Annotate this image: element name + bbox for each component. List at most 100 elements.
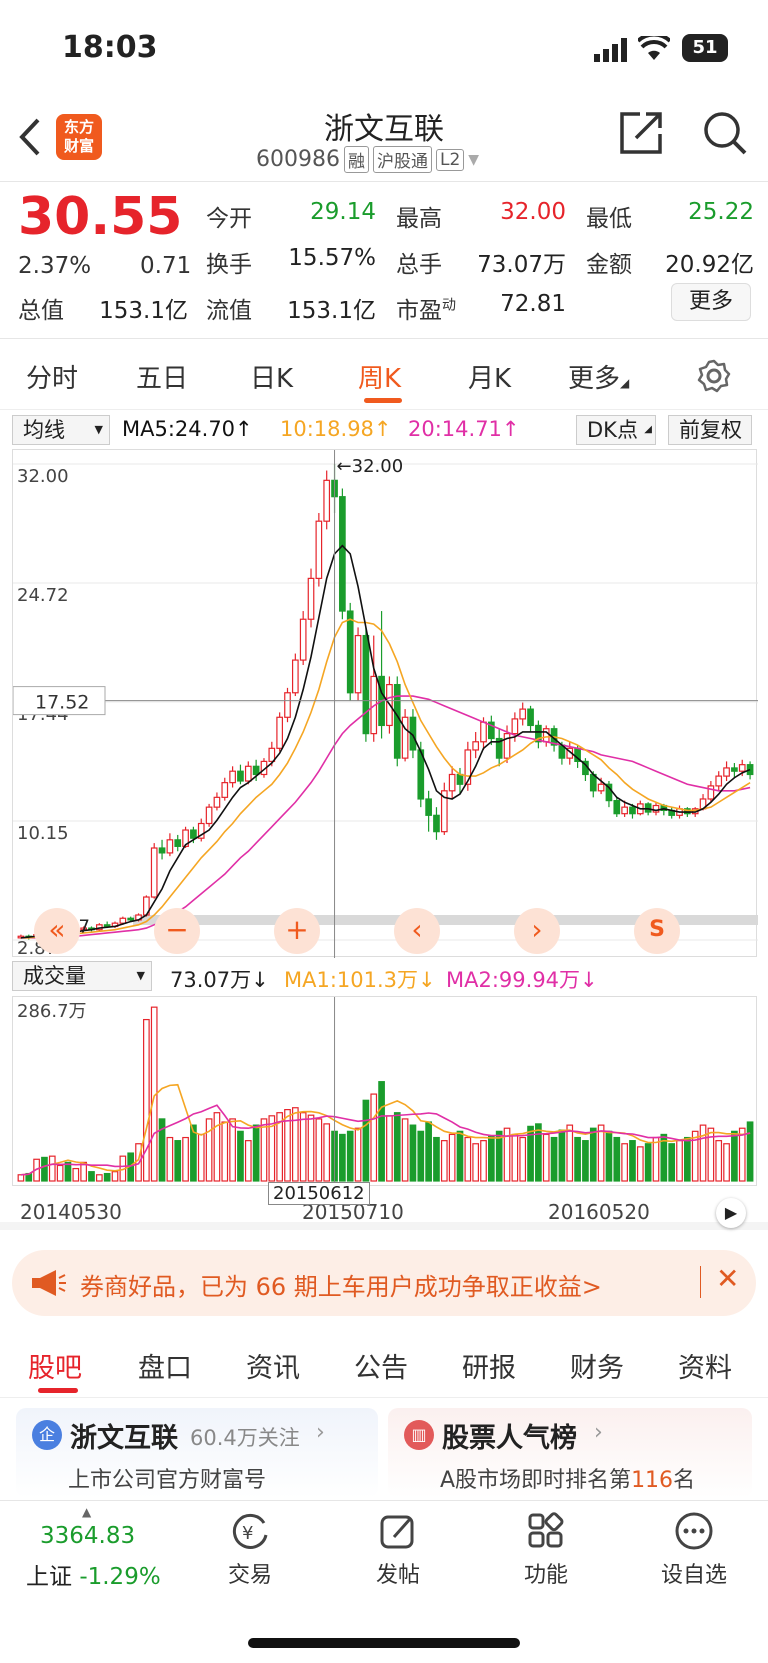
candle-body	[221, 782, 229, 798]
candle-body	[268, 747, 276, 762]
volume-bar	[166, 1136, 174, 1182]
tab-forum[interactable]: 股吧	[28, 1353, 82, 1384]
volume-bar	[299, 1112, 307, 1182]
nav-trade[interactable]: ¥ 交易	[190, 1511, 310, 1589]
turnover-label: 换手	[206, 252, 252, 278]
volume-bar	[244, 1140, 252, 1182]
ma-select[interactable]: 均线 ▼	[12, 415, 110, 445]
close-icon[interactable]: ✕	[716, 1262, 740, 1295]
change-percent: 2.37%	[18, 253, 92, 279]
y-tick-label: 24.72	[17, 585, 69, 606]
volume-bar	[370, 1093, 378, 1182]
tab-order-book[interactable]: 盘口	[138, 1353, 192, 1384]
candle-body	[323, 479, 331, 522]
y-tick-label: 32.00	[17, 466, 69, 487]
nav-post[interactable]: 发帖	[338, 1511, 458, 1589]
prev-icon[interactable]: ‹	[394, 908, 440, 954]
next-icon[interactable]: ›	[514, 908, 560, 954]
candle-body	[362, 634, 370, 735]
candle-body	[425, 798, 432, 816]
popularity-card-sub: A股市场即时排名第116名	[440, 1468, 696, 1493]
volume-indicator-bar: 成交量 ▼ 73.07万↓ MA1:101.3万↓ MA2:99.94万↓	[0, 958, 768, 996]
amount-label: 金额	[586, 252, 632, 278]
tab-intraday[interactable]: 分时	[26, 364, 79, 394]
trade-yuan-icon: ¥	[232, 1513, 268, 1549]
volume-bar	[409, 1124, 417, 1182]
chevron-right-icon: ›	[316, 1420, 325, 1445]
tab-profile[interactable]: 资料	[678, 1353, 732, 1384]
volume-bar	[111, 1171, 119, 1182]
low-value: 25.22	[688, 199, 754, 225]
zoom-out-icon[interactable]: −	[154, 908, 200, 954]
volume-value: 73.07万	[477, 252, 566, 278]
tab-five-day[interactable]: 五日	[136, 364, 189, 394]
volume-bar	[197, 1133, 205, 1182]
candle-body	[307, 577, 315, 620]
volume-select[interactable]: 成交量 ▼	[12, 961, 152, 991]
more-button[interactable]: 更多	[671, 283, 751, 321]
dk-point-select[interactable]: DK点 ◢	[576, 415, 656, 445]
tab-more[interactable]: 更多◢	[568, 364, 630, 394]
tab-announcements[interactable]: 公告	[354, 1353, 408, 1384]
volume-ma1: MA1:101.3万↓	[284, 968, 436, 992]
ma5-line	[20, 544, 751, 939]
candle-body	[158, 847, 166, 854]
tag-connect: 沪股通	[372, 146, 432, 173]
tab-research[interactable]: 研报	[462, 1353, 516, 1384]
index-value[interactable]: 3364.83	[40, 1523, 136, 1549]
tab-finance[interactable]: 财务	[570, 1353, 624, 1384]
volume-bar	[511, 1133, 519, 1182]
volume-bar	[346, 1130, 354, 1182]
float-cap-value: 153.1亿	[287, 298, 376, 324]
high-label: 最高	[396, 206, 442, 232]
search-icon[interactable]	[702, 110, 748, 156]
volume-bar	[715, 1140, 723, 1182]
company-card[interactable]: 企 浙文互联 60.4万关注 › 上市公司官方财富号	[16, 1408, 378, 1498]
candle-body	[472, 741, 480, 751]
period-tabs: 分时 五日 日K 周K 月K 更多◢	[0, 340, 768, 410]
tab-weekly-k[interactable]: 周K	[358, 364, 402, 394]
candle-body	[299, 618, 307, 661]
candle-body	[613, 800, 621, 815]
total-cap-label: 总值	[18, 298, 64, 324]
volume-bar	[503, 1127, 511, 1182]
candle-body	[480, 721, 487, 743]
nav-add-watchlist[interactable]: 设自选	[634, 1511, 754, 1589]
volume-bar	[644, 1143, 652, 1182]
tab-news[interactable]: 资讯	[246, 1353, 300, 1384]
zoom-in-icon[interactable]: +	[274, 908, 320, 954]
share-icon[interactable]	[618, 110, 664, 156]
candle-body	[244, 765, 252, 782]
fullscreen-icon[interactable]: S	[634, 908, 680, 954]
volume-bar	[205, 1118, 213, 1182]
nav-functions[interactable]: 功能	[486, 1511, 606, 1589]
volume-bar	[440, 1140, 448, 1182]
volume-bar	[252, 1124, 260, 1182]
adjust-select[interactable]: 前复权	[668, 415, 752, 445]
popularity-card[interactable]: ▥ 股票人气榜 › A股市场即时排名第116名	[388, 1408, 752, 1498]
tab-daily-k[interactable]: 日K	[250, 364, 294, 394]
promo-banner[interactable]: 券商好品，已为 66 期上车用户成功争取正收益> ✕	[12, 1250, 756, 1316]
candle-body	[150, 847, 158, 898]
tab-monthly-k[interactable]: 月K	[468, 364, 512, 394]
change-amount: 0.71	[140, 253, 192, 279]
index-row[interactable]: 上证 -1.29%	[26, 1564, 161, 1590]
candle-body	[346, 610, 354, 694]
zoom-left-double-icon[interactable]: «	[34, 908, 80, 954]
candle-body	[495, 737, 503, 759]
tag-margin: 融	[343, 146, 369, 173]
volume-bar	[56, 1164, 64, 1182]
volume-chart[interactable]: 286.7万	[12, 996, 758, 1187]
signal-icon	[594, 38, 627, 62]
settings-gear-icon[interactable]	[696, 358, 732, 394]
scroll-right-icon[interactable]: ▶	[716, 1198, 746, 1228]
volume-svg[interactable]: 286.7万	[13, 997, 758, 1187]
volume-bar	[237, 1130, 244, 1182]
stock-code-row[interactable]: 600986 融 沪股通 L2 ▼	[256, 146, 479, 173]
candle-body	[464, 749, 472, 785]
back-arrow-icon[interactable]	[18, 118, 42, 156]
app-logo: 东方 财富	[56, 114, 102, 160]
volume-bar	[550, 1136, 558, 1182]
